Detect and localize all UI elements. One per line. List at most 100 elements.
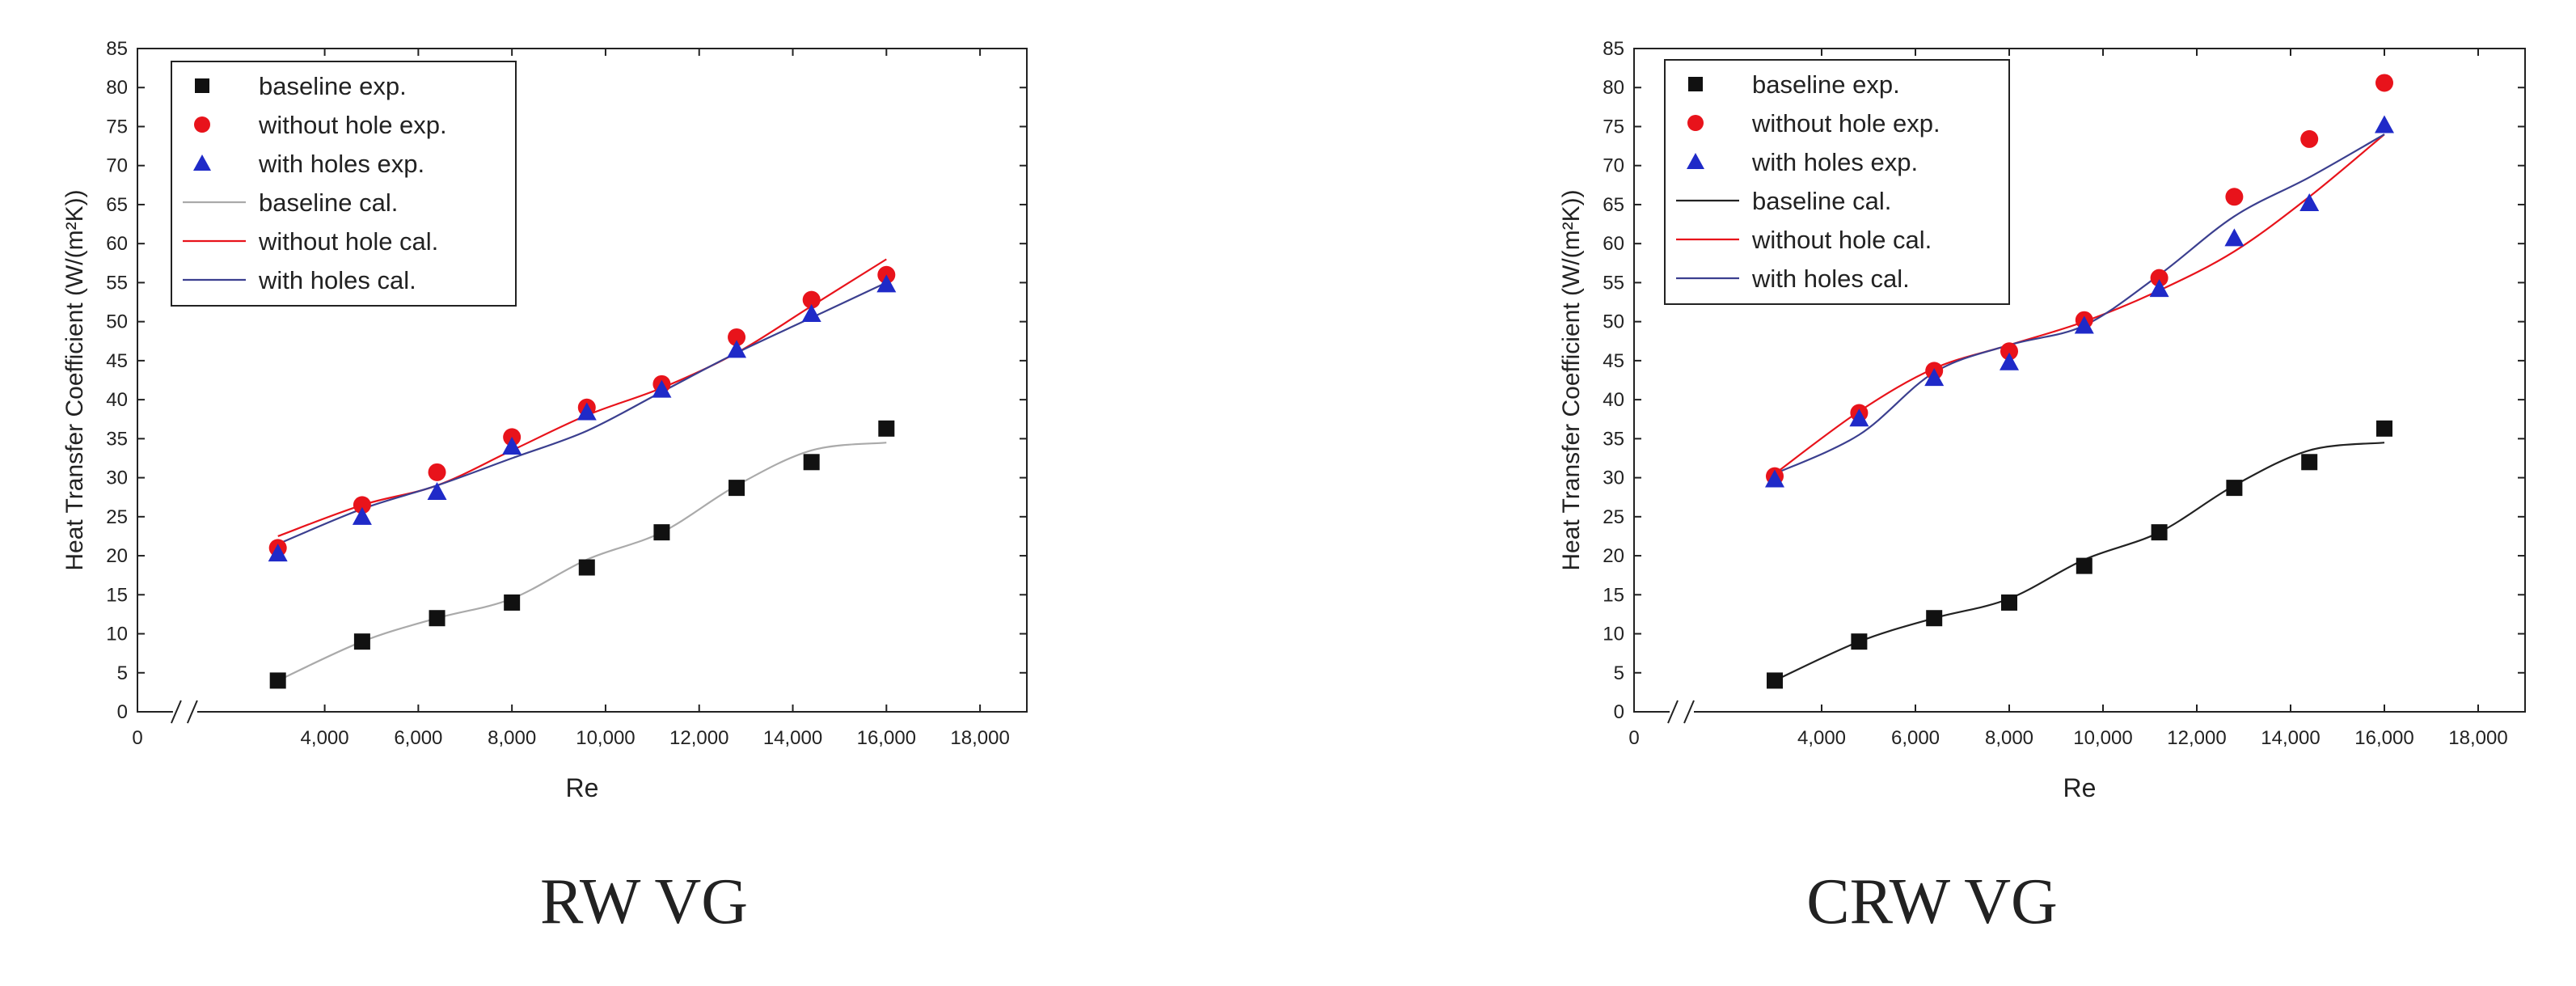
y-tick-label: 35	[106, 428, 128, 450]
baseline-exp-point	[803, 454, 820, 471]
x-tick-label: 4,000	[301, 727, 349, 749]
without-hole-exp-point	[2000, 342, 2018, 361]
crw-vg-caption: CRW VG	[1806, 866, 2058, 937]
without-hole-exp-point	[802, 290, 821, 309]
baseline-exp-point	[653, 524, 670, 541]
legend-label: with holes exp.	[258, 150, 424, 178]
x-tick-label: 12,000	[2167, 727, 2226, 749]
x-tick-label: 14,000	[763, 727, 822, 749]
y-tick-label: 55	[106, 272, 128, 294]
y-tick-label: 20	[106, 545, 128, 567]
y-tick-label: 30	[106, 468, 128, 489]
chart-panel-rw-vg: 0 5 10 15 20 25 30 35 40 45 50 55 60 65 70 75 80 85 0 4,000…	[61, 38, 1028, 937]
with-holes-exp-point	[427, 481, 447, 500]
baseline-exp-point	[2226, 480, 2243, 497]
baseline-exp-point	[429, 610, 446, 627]
baseline-exp-point	[2076, 557, 2092, 574]
baseline-exp-point	[504, 594, 521, 611]
y-tick-label: 0	[1614, 701, 1624, 723]
legend-box	[171, 61, 517, 307]
y-tick-label: 25	[1603, 506, 1624, 528]
y-tick-label: 65	[1603, 194, 1624, 216]
with-holes-exp-point	[502, 437, 522, 455]
with-holes-exp-point	[2224, 228, 2244, 247]
legend-circle-marker	[1687, 115, 1704, 131]
y-tick-label: 40	[1603, 389, 1624, 411]
with-holes-exp-point	[1765, 469, 1784, 488]
plot-frame	[1633, 48, 2526, 713]
with-holes-exp-point	[2375, 115, 2394, 133]
y-axis-title: Heat Transfer Coefficient (W/(m²K))	[1558, 189, 1585, 570]
y-tick-label: 50	[106, 311, 128, 333]
x-tick-label: 6,000	[394, 727, 442, 749]
y-tick-label: 20	[1603, 545, 1624, 567]
y-tick-label: 65	[106, 194, 128, 216]
with-holes-exp-point	[2074, 315, 2094, 334]
legend-circle-marker	[194, 116, 210, 133]
x-tick-label: 10,000	[576, 727, 635, 749]
y-tick-label: 85	[106, 38, 128, 60]
baseline-exp-point	[578, 559, 595, 576]
axis-break-mark	[170, 700, 182, 724]
x-tick-label: 10,000	[2073, 727, 2132, 749]
y-tick-label: 75	[106, 116, 128, 138]
x-tick-label: 12,000	[669, 727, 728, 749]
rw-vg-caption: RW VG	[539, 866, 749, 937]
baseline-exp-point	[2376, 420, 2392, 437]
with-holes-cal-line	[277, 281, 887, 545]
with-holes-exp-point	[801, 304, 821, 322]
without-hole-exp-point	[2375, 74, 2393, 92]
legend-label: with holes exp.	[1751, 148, 1918, 176]
y-tick-label: 5	[117, 662, 128, 684]
baseline-exp-point	[2001, 594, 2017, 611]
y-tick-label: 10	[1603, 624, 1624, 645]
legend-triangle-marker	[1687, 153, 1704, 169]
x-axis-title: Re	[2063, 773, 2097, 802]
y-axis-title: Heat Transfer Coefficient (W/(m²K))	[61, 189, 88, 570]
baseline-exp-point	[269, 672, 286, 689]
with-holes-exp-point	[2149, 279, 2169, 298]
y-tick-label: 60	[1603, 233, 1624, 255]
x-tick-label: 14,000	[2261, 727, 2320, 749]
baseline-exp-point	[2301, 454, 2318, 471]
y-tick-label: 60	[106, 233, 128, 255]
with-holes-exp-point	[727, 340, 747, 358]
y-tick-label: 15	[106, 584, 128, 606]
x-axis-title: Re	[566, 773, 599, 802]
y-tick-label: 70	[106, 155, 128, 177]
with-holes-exp-point	[352, 506, 372, 525]
x-tick-label: 8,000	[1985, 727, 2033, 749]
axis-break-mark	[1683, 700, 1695, 724]
y-tick-label: 40	[106, 389, 128, 411]
legend-label: baseline cal.	[1752, 187, 1891, 215]
with-holes-exp-point	[652, 379, 672, 398]
y-tick-label: 75	[1603, 116, 1624, 138]
baseline-exp-point	[1926, 610, 1943, 627]
legend-label: with holes cal.	[258, 266, 416, 294]
legend-triangle-marker	[193, 154, 211, 171]
legend-label: baseline cal.	[259, 188, 398, 217]
with-holes-exp-point	[576, 402, 597, 421]
y-tick-label: 55	[1603, 272, 1624, 294]
legend-label: without hole cal.	[1751, 226, 1932, 254]
without-hole-exp-point	[2225, 188, 2244, 206]
y-tick-label: 30	[1603, 468, 1624, 489]
with-holes-exp-point	[1924, 368, 1945, 387]
baseline-exp-point	[353, 633, 370, 650]
legend-label: without hole exp.	[1751, 109, 1940, 138]
y-tick-label: 10	[106, 624, 128, 645]
y-tick-label: 35	[1603, 428, 1624, 450]
without-hole-exp-point	[2150, 269, 2168, 287]
x-tick-label: 18,000	[950, 727, 1009, 749]
chart-panel-crw-vg: 0 5 10 15 20 25 30 35 40 45 50 55 60 65 70 75 80 85 0 4,000…	[1288, 0, 2576, 986]
baseline-exp-point	[1767, 672, 1783, 689]
x-tick-label: 0	[1628, 727, 1639, 749]
y-tick-label: 80	[1603, 77, 1624, 99]
with-holes-exp-point	[2299, 193, 2320, 212]
axis-break-mark	[1667, 700, 1679, 724]
x-tick-label: 6,000	[1891, 727, 1940, 749]
y-tick-label: 45	[1603, 350, 1624, 372]
y-tick-label: 70	[1603, 155, 1624, 177]
y-tick-label: 85	[1603, 38, 1624, 60]
without-hole-exp-point	[353, 496, 371, 514]
